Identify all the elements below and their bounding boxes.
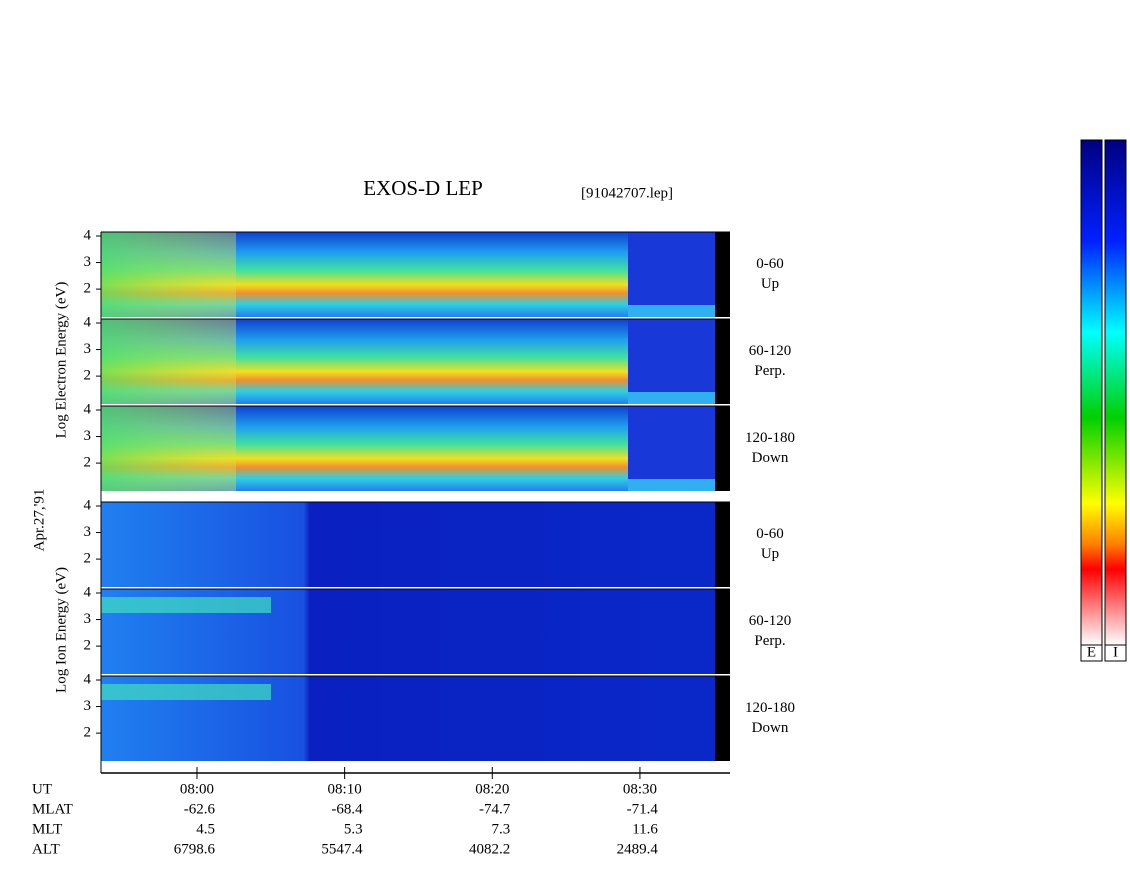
spectrogram-region [628, 305, 715, 317]
spectrogram-region [628, 479, 715, 491]
spectrogram-overlay [101, 319, 236, 404]
row-value: 5547.4 [321, 841, 363, 857]
data-gap [715, 406, 730, 491]
spectrogram-region [628, 319, 715, 392]
data-gap [715, 232, 730, 317]
row-label: ALT [32, 841, 60, 857]
panel-direction: Up [761, 546, 779, 562]
x-tick-label: 08:20 [475, 781, 509, 797]
row-value: 5.3 [344, 821, 363, 837]
y-tick-label: 2 [84, 551, 92, 567]
colorbar-label-box [1104, 644, 1127, 662]
y-tick-label: 4 [84, 227, 92, 243]
y-tick-label: 4 [84, 497, 92, 513]
data-gap [715, 502, 730, 587]
row-value: 4.5 [196, 821, 215, 837]
row-value: 4082.2 [469, 841, 510, 857]
row-label: MLAT [32, 801, 73, 817]
y-tick-label: 4 [84, 314, 92, 330]
spectrogram-region [628, 232, 715, 305]
colorbar [1104, 139, 1127, 646]
panel-direction: Down [752, 450, 789, 466]
panel-angle: 120-180 [745, 700, 795, 716]
data-gap [715, 589, 730, 674]
row-label: UT [32, 781, 52, 797]
y-tick-label: 2 [84, 638, 92, 654]
row-value: 6798.6 [174, 841, 216, 857]
panel-direction: Perp. [754, 633, 785, 649]
row-value: -68.4 [331, 801, 363, 817]
colorbar-label: E [1087, 644, 1096, 660]
row-value: 2489.4 [617, 841, 659, 857]
spectrogram-band [101, 597, 271, 613]
chart-title: EXOS-D LEP [363, 176, 483, 200]
y-tick-label: 2 [84, 368, 92, 384]
panel-angle: 120-180 [745, 430, 795, 446]
row-value: -62.6 [184, 801, 216, 817]
y-tick-label: 2 [84, 281, 92, 297]
data-gap [715, 676, 730, 761]
y-tick-label: 4 [84, 671, 92, 687]
y-tick-label: 3 [84, 698, 92, 714]
date-label: Apr.27,'91 [31, 489, 47, 552]
panel-angle: 0-60 [756, 256, 784, 272]
y-tick-label: 4 [84, 584, 92, 600]
colorbar [1080, 139, 1103, 646]
row-value: -71.4 [627, 801, 659, 817]
y-tick-label: 3 [84, 254, 92, 270]
ion-axis-label: Log Ion Energy (eV) [53, 567, 69, 693]
y-tick-label: 3 [84, 524, 92, 540]
spectrogram-band [101, 684, 271, 700]
spectrogram-region [628, 406, 715, 479]
y-tick-label: 2 [84, 725, 92, 741]
y-tick-label: 3 [84, 341, 92, 357]
file-name: [91042707.lep] [581, 185, 673, 201]
x-tick-label: 08:00 [180, 781, 214, 797]
panel-angle: 60-120 [749, 613, 792, 629]
panel-angle: 0-60 [756, 526, 784, 542]
y-tick-label: 3 [84, 611, 92, 627]
data-gap [715, 319, 730, 404]
y-tick-label: 3 [84, 428, 92, 444]
row-value: -74.7 [479, 801, 511, 817]
spectrogram-overlay [101, 406, 236, 491]
panel-direction: Perp. [754, 363, 785, 379]
x-tick-label: 08:10 [328, 781, 362, 797]
row-label: MLT [32, 821, 62, 837]
colorbar-label-box [1080, 644, 1103, 662]
y-tick-label: 4 [84, 401, 92, 417]
spectrogram-region [628, 392, 715, 404]
x-tick-label: 08:30 [623, 781, 657, 797]
colorbar-label: I [1113, 644, 1118, 660]
spectrogram [101, 502, 715, 587]
y-tick-label: 2 [84, 455, 92, 471]
row-value: 7.3 [492, 821, 511, 837]
electron-axis-label: Log Electron Energy (eV) [53, 282, 69, 439]
row-value: 11.6 [632, 821, 658, 837]
panel-angle: 60-120 [749, 343, 792, 359]
panel-direction: Down [752, 720, 789, 736]
panel-direction: Up [761, 276, 779, 292]
spectrogram-overlay [101, 232, 236, 317]
